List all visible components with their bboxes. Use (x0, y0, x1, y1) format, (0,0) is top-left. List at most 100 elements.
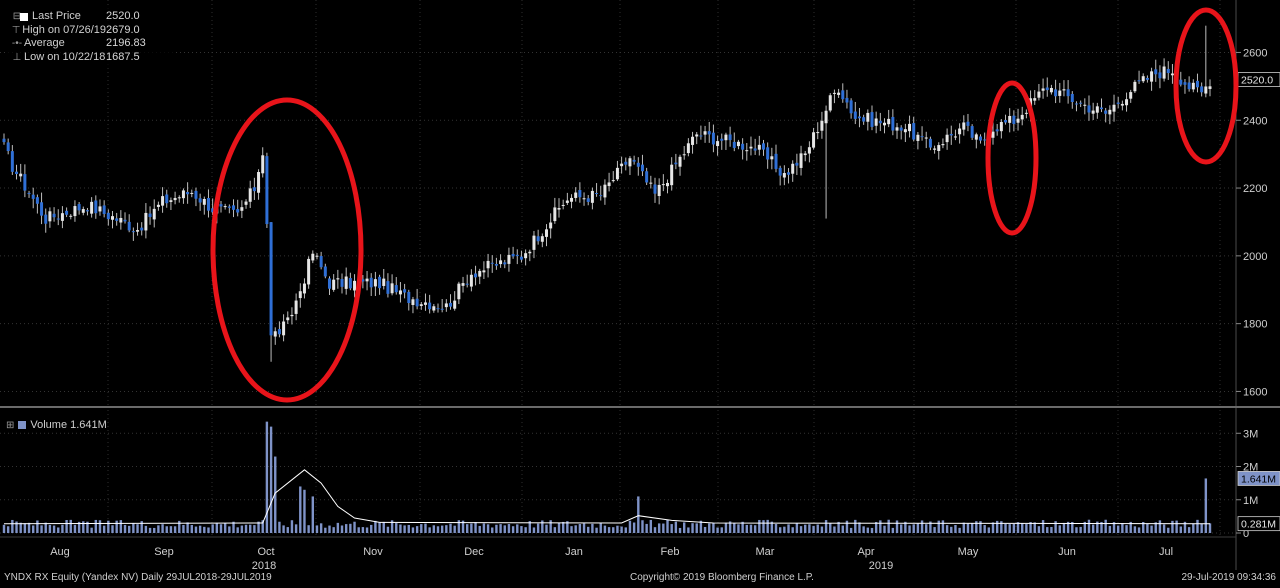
candle-body (686, 143, 690, 154)
candle (874, 111, 878, 134)
volume-bar (94, 519, 98, 533)
candle (311, 250, 315, 264)
candle-body (903, 129, 907, 133)
candle (933, 145, 937, 154)
candle-body (186, 192, 190, 195)
candle (10, 145, 14, 175)
volume-bar (879, 520, 882, 533)
candle-body (832, 92, 836, 94)
candle (307, 256, 311, 289)
candle (1049, 84, 1053, 95)
candle-body (991, 131, 995, 138)
candle-body (386, 281, 390, 294)
volume-bar (15, 521, 18, 533)
candle (494, 257, 498, 270)
candle (636, 157, 640, 176)
volume-bar (115, 520, 118, 533)
volume-bar (570, 526, 573, 533)
candle (1091, 102, 1095, 120)
candle-body (1049, 87, 1053, 93)
candle (73, 200, 77, 222)
candle-body (419, 304, 423, 306)
volume-bar (169, 526, 173, 533)
volume-bar (1012, 524, 1016, 533)
candle (782, 165, 786, 186)
volume-bar (111, 525, 114, 533)
candle-body (770, 156, 774, 160)
volume-bar (395, 523, 398, 533)
candle-body (81, 209, 85, 213)
volume-bar (232, 521, 235, 533)
last-price-swatch (20, 12, 28, 21)
price-tick-label: 2000 (1243, 251, 1267, 263)
candle-body (423, 302, 427, 305)
volume-bar (1154, 522, 1157, 533)
volume-bar (854, 519, 857, 533)
candle-body (27, 192, 31, 195)
volume-bar (144, 525, 148, 533)
candle-body (724, 134, 728, 141)
volume-bar (637, 496, 640, 533)
candle (807, 141, 811, 163)
candle (386, 273, 390, 298)
candle (1062, 80, 1066, 97)
volume-bar (440, 525, 444, 533)
candle (845, 89, 849, 109)
candle (1108, 105, 1112, 125)
volume-bar (445, 525, 448, 533)
volume-bar (1062, 522, 1066, 533)
volume-bar (157, 525, 160, 533)
candle-body (574, 192, 578, 198)
candle (1058, 82, 1062, 103)
candle-body (98, 206, 102, 212)
volume-bar (386, 526, 390, 533)
candle (161, 187, 165, 213)
candle (219, 200, 223, 213)
candle (515, 249, 519, 265)
volume-bar (390, 520, 394, 533)
price-tick-label: 2200 (1243, 183, 1267, 195)
candle (937, 142, 941, 160)
expand-icon[interactable]: ⊞ (6, 419, 15, 431)
candle (741, 138, 745, 160)
volume-bar (837, 521, 840, 533)
candle (223, 203, 227, 210)
candle (503, 259, 507, 269)
candle (561, 199, 565, 210)
candle-body (849, 100, 853, 114)
collapse-icon[interactable]: ⊟ (12, 11, 22, 22)
candle (152, 199, 156, 228)
volume-bar (716, 527, 719, 533)
candle (1154, 59, 1158, 82)
volume-bar (1041, 520, 1045, 533)
volume-bar (799, 526, 803, 533)
candle (870, 105, 874, 131)
volume-average-line (3, 469, 1211, 525)
volume-bar (970, 523, 974, 533)
volume-bar (328, 525, 331, 533)
volume-bar (127, 525, 131, 533)
volume-bar (553, 527, 557, 533)
candle-body (244, 201, 248, 205)
volume-bar (783, 526, 786, 533)
candle-body (757, 144, 761, 150)
volume-bar (666, 519, 669, 533)
volume-bar (119, 520, 123, 533)
candle-body (261, 155, 265, 174)
candle-body (315, 255, 319, 257)
candle-body (206, 197, 210, 211)
candle (799, 145, 803, 176)
candle-body (436, 308, 440, 310)
candle (912, 116, 916, 142)
candle (570, 194, 574, 209)
candle (565, 192, 569, 206)
volume-bar (1025, 524, 1028, 533)
high-label: High on 07/26/19 (22, 23, 106, 36)
volume-bar (691, 523, 694, 533)
volume-bar (582, 523, 586, 533)
volume-bar (983, 525, 986, 533)
volume-bar (499, 524, 502, 533)
candle-body (490, 262, 494, 264)
volume-bar (645, 523, 648, 533)
candle-body (486, 260, 490, 269)
